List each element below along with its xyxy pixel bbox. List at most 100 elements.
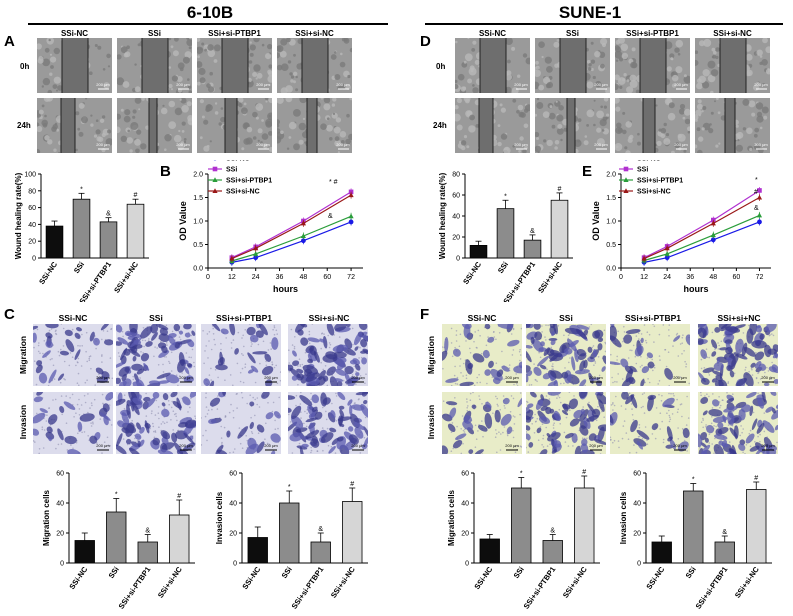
scale-bar-label: 200 μm — [96, 443, 110, 448]
membrane-pore — [644, 381, 646, 384]
cell-texture — [102, 68, 106, 71]
cell-texture — [703, 38, 712, 47]
wound-gap — [302, 38, 328, 93]
cell-texture — [120, 135, 127, 142]
membrane-pore — [244, 329, 247, 331]
membrane-pore — [345, 428, 348, 431]
panel-label-d: D — [420, 33, 431, 50]
cell-texture — [255, 116, 259, 120]
stained-cell — [38, 372, 48, 384]
cell-texture — [54, 122, 58, 126]
membrane-pore — [275, 364, 277, 367]
stained-cell — [501, 365, 510, 372]
membrane-pore — [278, 396, 280, 399]
bar — [651, 541, 672, 564]
membrane-pore — [43, 429, 46, 431]
membrane-pore — [620, 405, 623, 407]
membrane-pore — [450, 431, 453, 433]
y-tick-label: 1.0 — [606, 219, 616, 226]
significance-mark: # — [177, 493, 181, 500]
stained-cell — [45, 431, 55, 440]
stained-cell — [348, 426, 354, 432]
cell-texture — [538, 41, 545, 48]
membrane-pore — [310, 451, 312, 454]
stained-cell — [759, 333, 765, 340]
cell-texture — [761, 106, 769, 114]
cell-texture — [89, 71, 93, 75]
stained-cell — [597, 337, 604, 343]
membrane-pore — [717, 348, 720, 350]
membrane-pore — [165, 342, 168, 344]
membrane-pore — [681, 336, 684, 339]
stained-cell — [630, 419, 638, 433]
membrane-pore — [177, 384, 179, 386]
membrane-pore — [463, 431, 466, 433]
y-axis-label: Wound healing rate(%) — [438, 172, 447, 259]
cell-texture — [556, 127, 564, 135]
stained-cell — [455, 433, 467, 441]
cell-texture — [497, 124, 501, 127]
membrane-pore — [530, 384, 533, 386]
cell-texture — [472, 87, 479, 93]
legend-label: SSi-NC — [637, 160, 661, 163]
stained-cell — [442, 350, 448, 362]
cell-texture — [241, 107, 248, 115]
stained-cell — [502, 397, 510, 405]
membrane-pore — [63, 378, 65, 380]
cell-texture — [37, 125, 43, 133]
data-point — [710, 237, 716, 243]
stained-cell — [768, 444, 777, 451]
membrane-pore — [294, 336, 296, 338]
stained-cell — [492, 377, 501, 385]
cell-texture — [299, 98, 308, 104]
scale-bar-label: 200 μm — [96, 375, 110, 380]
membrane-pore — [241, 337, 243, 339]
stained-cell — [640, 379, 645, 386]
cell-texture — [204, 48, 207, 52]
membrane-pore — [214, 343, 216, 346]
stained-cell — [249, 401, 255, 407]
x-axis-label: hours — [683, 284, 708, 294]
membrane-pore — [637, 332, 640, 335]
membrane-pore — [230, 347, 233, 349]
stained-cell — [337, 392, 346, 401]
membrane-pore — [291, 344, 294, 346]
membrane-pore — [621, 437, 624, 440]
membrane-pore — [163, 407, 166, 409]
membrane-pore — [495, 362, 498, 364]
membrane-pore — [454, 397, 456, 399]
cell-texture — [663, 138, 671, 145]
bar — [574, 487, 595, 564]
membrane-pore — [673, 395, 675, 397]
membrane-pore — [459, 333, 462, 336]
stained-cell — [704, 437, 709, 443]
data-point — [757, 219, 762, 225]
stained-cell — [299, 324, 308, 328]
membrane-pore — [615, 395, 617, 398]
stained-cell — [270, 450, 276, 454]
stained-cell — [77, 421, 83, 432]
series-line — [643, 196, 760, 260]
y-tick-label: 0.5 — [193, 242, 203, 249]
cell-texture — [257, 139, 260, 142]
membrane-pore — [154, 414, 157, 416]
membrane-pore — [617, 440, 620, 442]
cell-texture — [471, 48, 476, 52]
stained-cell — [485, 401, 492, 409]
cell-texture — [746, 127, 753, 135]
cell-texture — [48, 38, 51, 42]
membrane-pore — [362, 378, 364, 380]
stained-cell — [349, 404, 353, 416]
stained-cell — [295, 324, 306, 333]
wound-gap — [222, 38, 248, 93]
cell-texture — [188, 90, 192, 93]
cell-texture — [268, 147, 272, 152]
membrane-pore — [305, 425, 308, 428]
x-tick-label: SSi+si-NC — [329, 565, 357, 600]
cell-texture — [684, 118, 690, 125]
membrane-pore — [590, 324, 593, 326]
stained-cell — [601, 366, 606, 372]
cell-texture — [49, 53, 53, 56]
cell-texture — [330, 54, 337, 60]
cell-texture — [53, 148, 57, 152]
